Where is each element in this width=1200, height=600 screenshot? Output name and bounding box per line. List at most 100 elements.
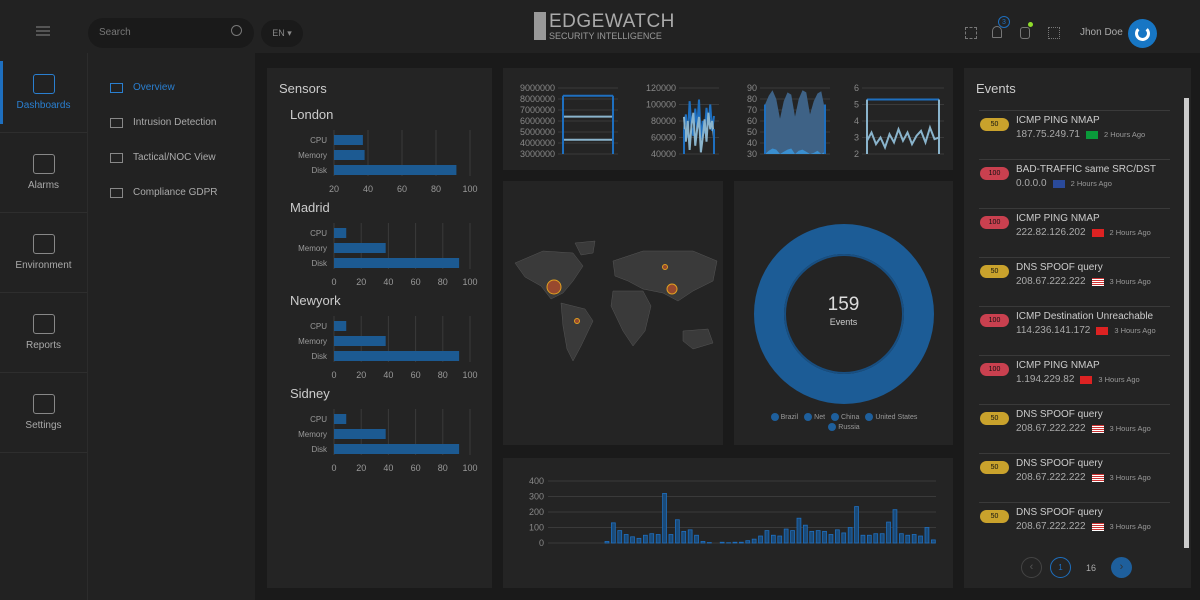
- bar-cpu: [334, 228, 347, 238]
- y-tick-label: 6: [854, 83, 859, 93]
- donut-legend: Brazil Net China United States Russia: [754, 413, 934, 431]
- legend-item[interactable]: Net: [804, 413, 825, 421]
- event-ip: 0.0.0.0: [1016, 178, 1047, 189]
- y-tick-label: 50: [747, 127, 757, 137]
- subnav-item-label: Intrusion Detection: [133, 117, 217, 128]
- fullscreen-icon[interactable]: [1048, 27, 1060, 39]
- histogram-bar: [611, 522, 616, 544]
- subnav-item-overview[interactable]: Overview: [88, 70, 255, 105]
- severity-badge: 100: [980, 216, 1009, 229]
- subnav-item-compliance-gdpr[interactable]: Compliance GDPR: [88, 175, 255, 210]
- event-item[interactable]: 50 DNS SPOOF query 208.67.222.222 3 Hours…: [979, 257, 1170, 306]
- sidebar-item-label: Settings: [25, 420, 62, 431]
- legend-item[interactable]: Russia: [828, 423, 860, 431]
- category-label: Disk: [311, 259, 328, 268]
- event-item[interactable]: 100 BAD-TRAFFIC same SRC/DST 0.0.0.0 2 Ho…: [979, 159, 1170, 208]
- event-item[interactable]: 100 ICMP Destination Unreachable 114.236…: [979, 306, 1170, 355]
- avatar[interactable]: [1128, 19, 1157, 48]
- robot-status-icon[interactable]: [1020, 27, 1030, 39]
- event-ip: 187.75.249.71: [1016, 129, 1080, 140]
- event-item[interactable]: 100 ICMP PING NMAP 222.82.126.202 2 Hours…: [979, 208, 1170, 257]
- x-tick-label: 60: [411, 370, 421, 380]
- apps-grid-icon[interactable]: [965, 27, 977, 39]
- line-series: [683, 112, 715, 153]
- x-tick-label: 0: [331, 370, 336, 380]
- x-tick-label: 40: [383, 277, 393, 287]
- histogram-bar: [758, 535, 763, 544]
- severity-badge: 50: [980, 265, 1009, 278]
- event-item[interactable]: 50 DNS SPOOF query 208.67.222.222 3 Hours…: [979, 453, 1170, 502]
- event-item[interactable]: 50 DNS SPOOF query 208.67.222.222 3 Hours…: [979, 404, 1170, 453]
- clipboard-icon: [32, 314, 55, 334]
- eye-icon: [110, 152, 123, 163]
- language-dropdown[interactable]: EN ▾: [261, 20, 303, 47]
- category-label: Memory: [298, 151, 327, 160]
- events-histogram-panel: 400 300 200 100 0: [503, 458, 953, 588]
- hotspot-usa: [546, 279, 562, 295]
- x-tick-label: 20: [356, 370, 366, 380]
- sidebar-item-settings[interactable]: Settings: [0, 373, 87, 453]
- histogram-bar: [655, 534, 661, 544]
- x-tick-label: 20: [329, 184, 339, 194]
- page-current[interactable]: 1: [1050, 557, 1071, 578]
- histogram-bar: [790, 530, 795, 544]
- sidebar-item-dashboards[interactable]: Dashboards: [0, 53, 87, 133]
- event-ip: 222.82.126.202: [1016, 227, 1086, 238]
- user-name[interactable]: Jhon Doe: [1080, 27, 1123, 38]
- prev-page-button[interactable]: ‹: [1021, 557, 1042, 578]
- events-scrollbar[interactable]: [1184, 98, 1189, 548]
- next-page-button[interactable]: ›: [1111, 557, 1132, 578]
- search-icon[interactable]: [231, 25, 242, 36]
- category-label: CPU: [310, 322, 327, 331]
- south-america: [560, 302, 594, 362]
- legend-item[interactable]: United States: [865, 413, 917, 421]
- histogram-bar: [630, 536, 635, 544]
- y-tick-label: 70: [747, 105, 757, 115]
- histogram-bar: [732, 541, 738, 544]
- y-tick-label: 7000000: [520, 105, 555, 115]
- y-tick-label: 40: [747, 138, 757, 148]
- notifications-bell-icon[interactable]: [992, 26, 1002, 38]
- x-tick-label: 0: [331, 277, 336, 287]
- sidebar-item-alarms[interactable]: Alarms: [0, 133, 87, 213]
- histogram-bar: [770, 534, 776, 544]
- event-item[interactable]: 50 ICMP PING NMAP 187.75.249.71 2 Hours A…: [979, 110, 1170, 159]
- flag-icon: [1091, 277, 1104, 286]
- histogram-bar: [898, 533, 904, 544]
- severity-badge: 50: [980, 461, 1009, 474]
- event-item[interactable]: 50 DNS SPOOF query 208.67.222.222 3 Hours…: [979, 502, 1170, 551]
- subnav-item-intrusion-detection[interactable]: Intrusion Detection: [88, 105, 255, 140]
- legend-item[interactable]: Brazil: [770, 413, 798, 421]
- severity-badge: 50: [980, 510, 1009, 523]
- world-map[interactable]: [503, 181, 723, 445]
- histogram-bar: [674, 519, 680, 544]
- y-tick-label: 60000: [651, 133, 676, 143]
- flag-icon: [1091, 522, 1104, 531]
- event-time: 3 Hours Ago: [1109, 424, 1151, 433]
- bar-memory: [334, 150, 365, 160]
- histogram-bar: [879, 533, 885, 544]
- histogram-bar: [604, 541, 610, 544]
- tools-icon: [110, 117, 123, 128]
- event-item[interactable]: 100 ICMP PING NMAP 1.194.229.82 3 Hours A…: [979, 355, 1170, 404]
- sidebar-item-reports[interactable]: Reports: [0, 293, 87, 373]
- category-label: Disk: [311, 166, 328, 175]
- subnav-item-tactical-noc-view[interactable]: Tactical/NOC View: [88, 140, 255, 175]
- histogram-bar: [834, 529, 840, 544]
- event-ip: 208.67.222.222: [1016, 521, 1086, 532]
- event-time: 3 Hours Ago: [1114, 326, 1156, 335]
- menu-toggle-icon[interactable]: [36, 26, 50, 36]
- legend-item[interactable]: China: [831, 413, 859, 421]
- server-icon: [32, 234, 55, 254]
- search-input[interactable]: Search: [88, 18, 254, 48]
- x-tick-label: 80: [438, 463, 448, 473]
- tools-icon: [32, 394, 55, 414]
- event-time: 3 Hours Ago: [1098, 375, 1140, 384]
- bar-disk: [334, 258, 460, 268]
- legend-swatch: [831, 413, 840, 421]
- event-name: BAD-TRAFFIC same SRC/DST: [1016, 164, 1157, 175]
- event-time: 2 Hours Ago: [1103, 130, 1146, 139]
- sidebar-item-environment[interactable]: Environment: [0, 213, 87, 293]
- category-label: Memory: [298, 337, 327, 346]
- x-tick-label: 40: [383, 370, 393, 380]
